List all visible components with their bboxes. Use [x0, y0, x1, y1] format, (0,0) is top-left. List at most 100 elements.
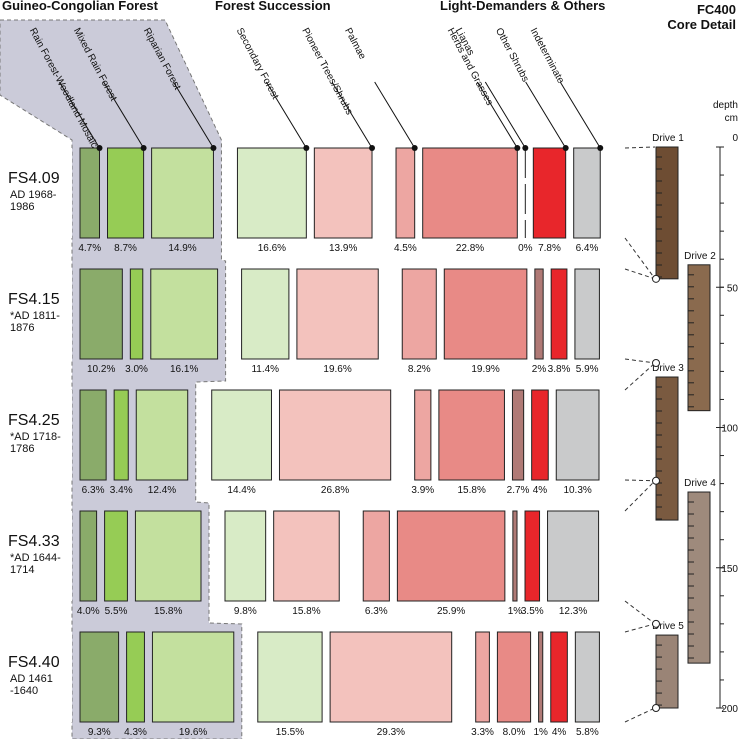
- value-label: 2.7%: [507, 485, 530, 496]
- label-bg: [0, 632, 72, 722]
- box: [395, 147, 416, 239]
- value-label: 4.5%: [394, 243, 417, 254]
- connector: [624, 479, 656, 482]
- value-label: 19.6%: [323, 364, 351, 375]
- value-label: 3.3%: [471, 727, 494, 738]
- value-label: 26.8%: [321, 485, 349, 496]
- leader: [484, 81, 526, 149]
- leader: [525, 81, 567, 149]
- leader-dot: [562, 145, 569, 151]
- value-label: 3.8%: [548, 364, 571, 375]
- sample-date: AD 1461: [10, 673, 53, 685]
- leader: [331, 81, 373, 149]
- leader-dot: [210, 145, 217, 151]
- drive-label: Drive 3: [652, 363, 684, 374]
- y-unit: cm: [725, 113, 738, 124]
- chart-subtitle: Core Detail: [667, 17, 736, 32]
- value-label: 6.3%: [82, 485, 105, 496]
- box: [79, 147, 101, 239]
- sample-date: *AD 1811-: [10, 310, 60, 322]
- value-label: 15.5%: [276, 727, 304, 738]
- leader: [374, 81, 416, 149]
- box: [512, 510, 518, 602]
- box: [150, 268, 219, 360]
- sample-point: [652, 619, 660, 628]
- box: [107, 147, 145, 239]
- leader-dot: [597, 145, 604, 151]
- series-name: Other Shrubs: [493, 26, 531, 84]
- box: [79, 510, 98, 602]
- sample-date: *AD 1644-: [10, 552, 61, 564]
- series-name: Pioneer Trees/Shrubs: [299, 26, 354, 117]
- box: [126, 631, 145, 723]
- value-label: 15.8%: [292, 606, 320, 617]
- connector: [624, 146, 656, 149]
- box: [313, 147, 373, 239]
- leader: [103, 81, 145, 149]
- value-label: 4.0%: [77, 606, 100, 617]
- value-label: 3.4%: [110, 485, 133, 496]
- box: [550, 268, 568, 360]
- connector: [624, 358, 656, 364]
- sample-point: [652, 358, 660, 367]
- value-label: 16.1%: [170, 364, 198, 375]
- box: [438, 389, 505, 481]
- value-label: 5.9%: [576, 364, 599, 375]
- value-label: 19.9%: [471, 364, 499, 375]
- box: [151, 631, 235, 723]
- box: [134, 510, 202, 602]
- value-label: 11.4%: [251, 364, 279, 375]
- sample-date: *AD 1718-: [10, 431, 61, 443]
- connector: [624, 480, 656, 512]
- drive-label: Drive 5: [652, 621, 684, 632]
- group-title: Guineo-Congolian Forest: [2, 0, 159, 13]
- value-label: 7.8%: [538, 243, 561, 254]
- y-tick-label: 50: [727, 283, 739, 294]
- value-label: 3.9%: [411, 485, 434, 496]
- value-label: 6.4%: [576, 243, 599, 254]
- sample-date: 1986: [10, 201, 34, 213]
- sample-date: -1640: [10, 685, 38, 697]
- sample-label: FS4.40: [8, 654, 60, 671]
- drive-label: Drive 2: [684, 251, 716, 262]
- value-label: 12.3%: [559, 606, 587, 617]
- value-label: 25.9%: [437, 606, 465, 617]
- value-label: 16.6%: [258, 243, 286, 254]
- value-label: 1%: [508, 606, 523, 617]
- y-tick-label: 0: [732, 133, 738, 144]
- value-label: 22.8%: [456, 243, 484, 254]
- value-label: 10.2%: [87, 364, 115, 375]
- value-label: 3.5%: [521, 606, 544, 617]
- box: [414, 389, 432, 481]
- box: [273, 510, 340, 602]
- box: [532, 147, 567, 239]
- leader-dot: [140, 145, 147, 151]
- value-label: 9.8%: [234, 606, 257, 617]
- leader-dot: [369, 145, 376, 151]
- box: [396, 510, 506, 602]
- value-label: 15.8%: [154, 606, 182, 617]
- box: [241, 268, 290, 360]
- series-name: Secondary Forest: [234, 26, 281, 101]
- value-label: 5.5%: [105, 606, 128, 617]
- value-label: 4.7%: [78, 243, 101, 254]
- box: [296, 268, 379, 360]
- value-label: 8.0%: [503, 727, 526, 738]
- box: [524, 510, 541, 602]
- label-bg: [0, 148, 72, 238]
- drive-label: Drive 4: [684, 478, 716, 489]
- sample-label: FS4.15: [8, 291, 60, 308]
- sample-date: 1786: [10, 443, 34, 455]
- box: [443, 268, 528, 360]
- value-label: 12.4%: [148, 485, 176, 496]
- leader: [173, 81, 214, 149]
- label-bg: [0, 511, 72, 601]
- box: [531, 389, 549, 481]
- label-bg: [0, 269, 72, 359]
- value-label: 29.3%: [377, 727, 405, 738]
- value-label: 13.9%: [329, 243, 357, 254]
- box: [362, 510, 390, 602]
- box: [79, 389, 107, 481]
- box: [257, 631, 323, 723]
- connector: [624, 707, 656, 723]
